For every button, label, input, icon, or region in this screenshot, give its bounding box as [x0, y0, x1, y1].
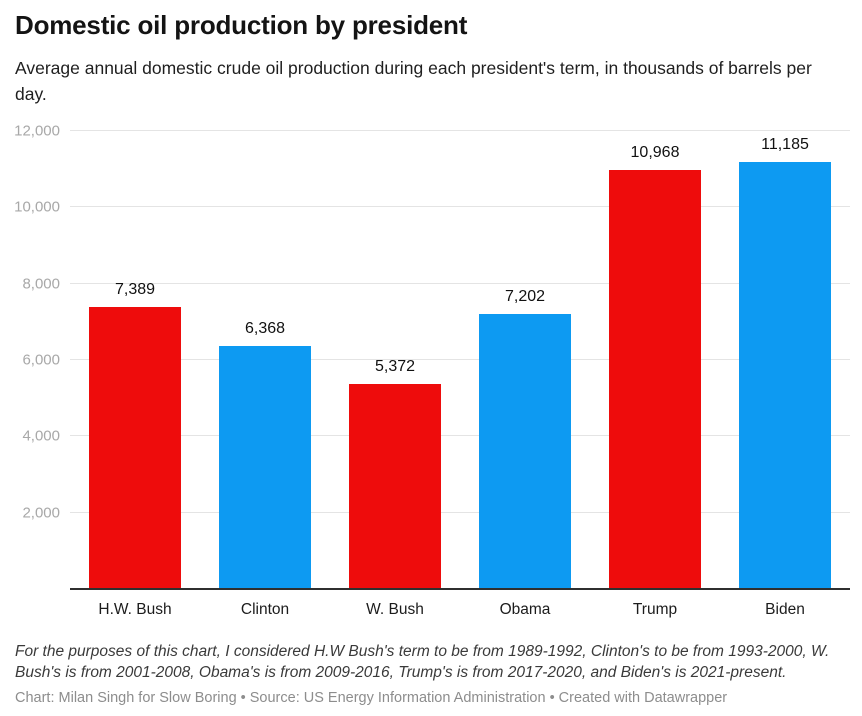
y-tick-label: 4,000 — [22, 427, 60, 445]
bar — [349, 383, 441, 589]
x-tick-label: Biden — [765, 601, 805, 618]
bar-value-label: 6,368 — [244, 319, 286, 337]
x-axis-line — [70, 588, 850, 590]
bar-value-label: 5,372 — [374, 357, 416, 375]
bar — [479, 314, 571, 589]
y-tick-label: 10,000 — [14, 198, 60, 216]
x-tick-label: Obama — [499, 601, 551, 618]
bar-value-label: 10,968 — [630, 144, 680, 162]
footnote: For the purposes of this chart, I consid… — [15, 643, 830, 682]
y-tick-label: 12,000 — [14, 122, 60, 140]
bar — [609, 170, 701, 589]
x-tick-label: Trump — [632, 601, 678, 618]
bar-value-label: 11,185 — [761, 136, 809, 154]
bar — [89, 307, 181, 589]
bar — [219, 345, 311, 589]
y-tick-label: 8,000 — [22, 275, 60, 293]
bar — [739, 162, 831, 589]
y-tick-label: 2,000 — [22, 504, 60, 522]
gridline — [70, 435, 850, 437]
x-tick-label: H.W. Bush — [98, 601, 172, 618]
x-tick-label: Clinton — [240, 601, 290, 618]
gridline — [70, 282, 850, 284]
plot-area: 2,000 4,000 6,000 8,000 10,000 12,000 7,389 H.W… — [14, 124, 850, 618]
chart-subtitle: Average annual domestic crude oil produc… — [15, 58, 812, 104]
gridline — [70, 511, 850, 513]
page-title: Domestic oil production by president — [15, 10, 468, 40]
bar-value-label: 7,389 — [114, 281, 156, 298]
y-tick-label: 6,000 — [22, 351, 60, 369]
bar-value-label: 7,202 — [504, 288, 546, 306]
gridline — [70, 130, 850, 131]
gridline — [70, 206, 850, 208]
attribution: Chart: Milan Singh for Slow Boring • Sou… — [15, 690, 728, 706]
gridline — [70, 359, 850, 360]
x-tick-label: W. Bush — [366, 601, 424, 618]
